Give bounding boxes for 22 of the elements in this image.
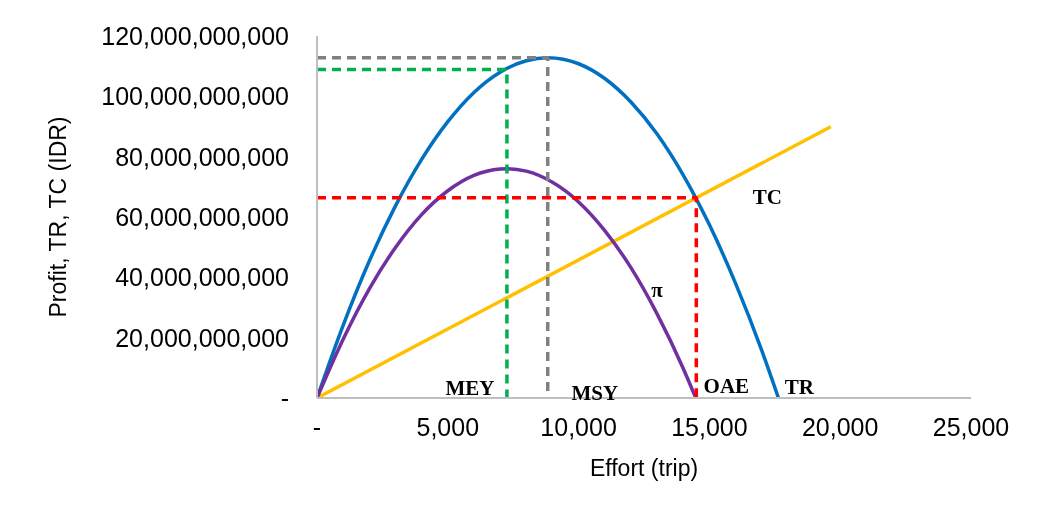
y-axis-title: Profit, TR, TC (IDR): [45, 116, 72, 318]
annotation: TR: [784, 375, 815, 399]
x-tick-label: 10,000: [540, 412, 617, 441]
annotation: TC: [752, 184, 782, 209]
annotation: π: [651, 277, 664, 302]
x-tick-label: 20,000: [801, 412, 879, 441]
x-axis-title: Effort (trip): [589, 455, 699, 482]
y-tick-label: 80,000,000,000: [115, 142, 289, 171]
y-tick-label: 20,000,000,000: [115, 323, 289, 352]
x-tick-label: 15,000: [671, 412, 748, 441]
y-tick-label: 120,000,000,000: [101, 21, 289, 50]
x-tick-label: 25,000: [932, 412, 1010, 441]
annotation: MSY: [571, 381, 619, 405]
y-tick-label: 40,000,000,000: [115, 263, 289, 292]
line-series: [317, 55, 781, 398]
y-tick-label: 60,000,000,000: [115, 202, 289, 231]
y-tick-label: 100,000,000,000: [101, 82, 289, 111]
x-tick-label: 5,000: [416, 412, 480, 441]
annotation: MEY: [445, 376, 495, 400]
y-tick-label: -: [280, 383, 289, 412]
x-tick-label: -: [312, 412, 322, 441]
annotation: OAE: [703, 374, 750, 398]
